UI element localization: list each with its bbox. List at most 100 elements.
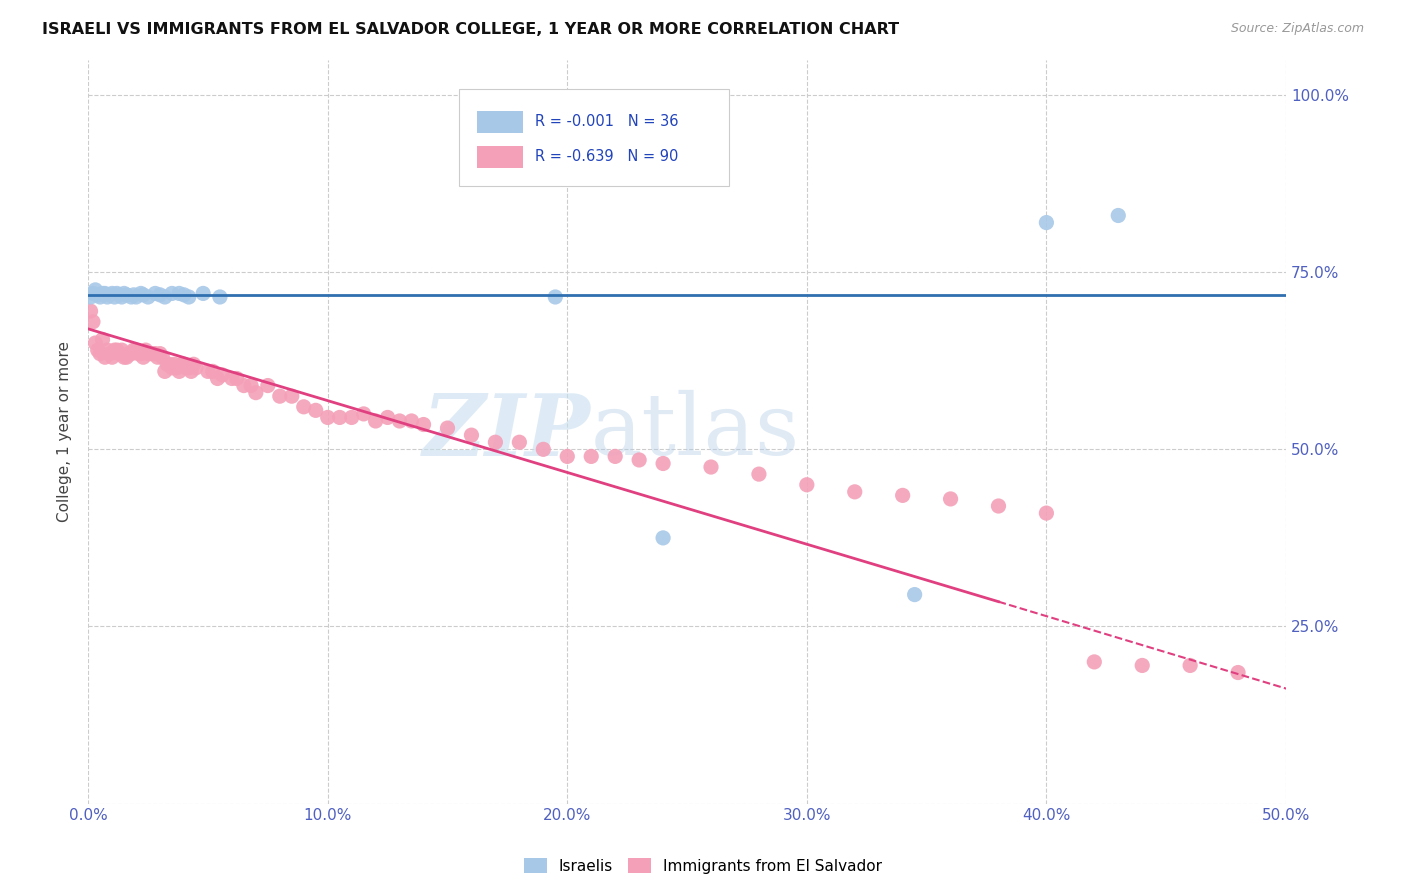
Point	[91, 333, 114, 347]
Point	[143, 286, 166, 301]
Point	[142, 346, 165, 360]
Point	[105, 286, 128, 301]
Point	[96, 290, 118, 304]
Point	[177, 360, 200, 375]
Point	[173, 357, 195, 371]
Point	[167, 364, 190, 378]
Point	[152, 350, 174, 364]
Point	[120, 290, 142, 304]
Point	[652, 457, 675, 471]
Bar	[478, 146, 523, 169]
Point	[167, 286, 190, 301]
Point	[844, 484, 866, 499]
Point	[111, 290, 134, 304]
Point	[122, 343, 145, 358]
Point	[156, 357, 179, 371]
Point	[135, 343, 157, 358]
Point	[748, 467, 770, 482]
Point	[240, 378, 263, 392]
Point	[232, 378, 254, 392]
Point	[1035, 216, 1057, 230]
Point	[197, 364, 219, 378]
Point	[87, 343, 110, 358]
Point	[544, 290, 567, 304]
Point	[111, 343, 134, 358]
Point	[112, 350, 135, 364]
Point	[98, 346, 121, 360]
Point	[149, 346, 172, 360]
Point	[201, 364, 224, 378]
Point	[101, 286, 124, 301]
Point	[139, 346, 162, 360]
Point	[245, 385, 267, 400]
Point	[115, 350, 138, 364]
Point	[208, 290, 231, 304]
Point	[118, 346, 141, 360]
Point	[581, 450, 603, 464]
Point	[305, 403, 328, 417]
Point	[388, 414, 411, 428]
Point	[292, 400, 315, 414]
Point	[91, 286, 114, 301]
Point	[84, 283, 107, 297]
Point	[153, 290, 176, 304]
Point	[221, 371, 243, 385]
Point	[700, 460, 723, 475]
Point	[129, 346, 152, 360]
Point	[108, 346, 131, 360]
Bar	[478, 111, 523, 133]
Point	[101, 350, 124, 364]
Point	[143, 346, 166, 360]
Point	[79, 304, 101, 318]
Point	[1130, 658, 1153, 673]
Point	[191, 286, 214, 301]
Point	[79, 290, 101, 304]
Point	[987, 499, 1010, 513]
Point	[508, 435, 530, 450]
Point	[184, 360, 207, 375]
Y-axis label: College, 1 year or more: College, 1 year or more	[58, 341, 72, 522]
Point	[628, 453, 651, 467]
Point	[160, 360, 183, 375]
Point	[129, 286, 152, 301]
Point	[353, 407, 375, 421]
Text: R = -0.001   N = 36: R = -0.001 N = 36	[534, 114, 679, 128]
Point	[94, 286, 117, 301]
Point	[1227, 665, 1250, 680]
Point	[173, 288, 195, 302]
Point	[401, 414, 423, 428]
Point	[120, 346, 142, 360]
Point	[939, 491, 962, 506]
Text: R = -0.639   N = 90: R = -0.639 N = 90	[534, 149, 678, 164]
Point	[122, 288, 145, 302]
Point	[153, 364, 176, 378]
Point	[340, 410, 363, 425]
Text: Source: ZipAtlas.com: Source: ZipAtlas.com	[1230, 22, 1364, 36]
Point	[132, 288, 155, 302]
Point	[96, 343, 118, 358]
Point	[159, 357, 181, 371]
Point	[364, 414, 387, 428]
Point	[89, 290, 111, 304]
Point	[89, 346, 111, 360]
Point	[166, 360, 188, 375]
Point	[377, 410, 399, 425]
Point	[136, 290, 159, 304]
Point	[105, 343, 128, 358]
Point	[146, 350, 169, 364]
Point	[132, 350, 155, 364]
Point	[103, 343, 125, 358]
Point	[94, 350, 117, 364]
Text: ISRAELI VS IMMIGRANTS FROM EL SALVADOR COLLEGE, 1 YEAR OR MORE CORRELATION CHART: ISRAELI VS IMMIGRANTS FROM EL SALVADOR C…	[42, 22, 900, 37]
Point	[149, 288, 172, 302]
Point	[82, 286, 104, 301]
Point	[436, 421, 458, 435]
Point	[531, 442, 554, 457]
Text: atlas: atlas	[592, 390, 800, 473]
Point	[1083, 655, 1105, 669]
Point	[183, 357, 205, 371]
Point	[1107, 209, 1129, 223]
Point	[125, 343, 148, 358]
Point	[136, 346, 159, 360]
Point	[652, 531, 675, 545]
